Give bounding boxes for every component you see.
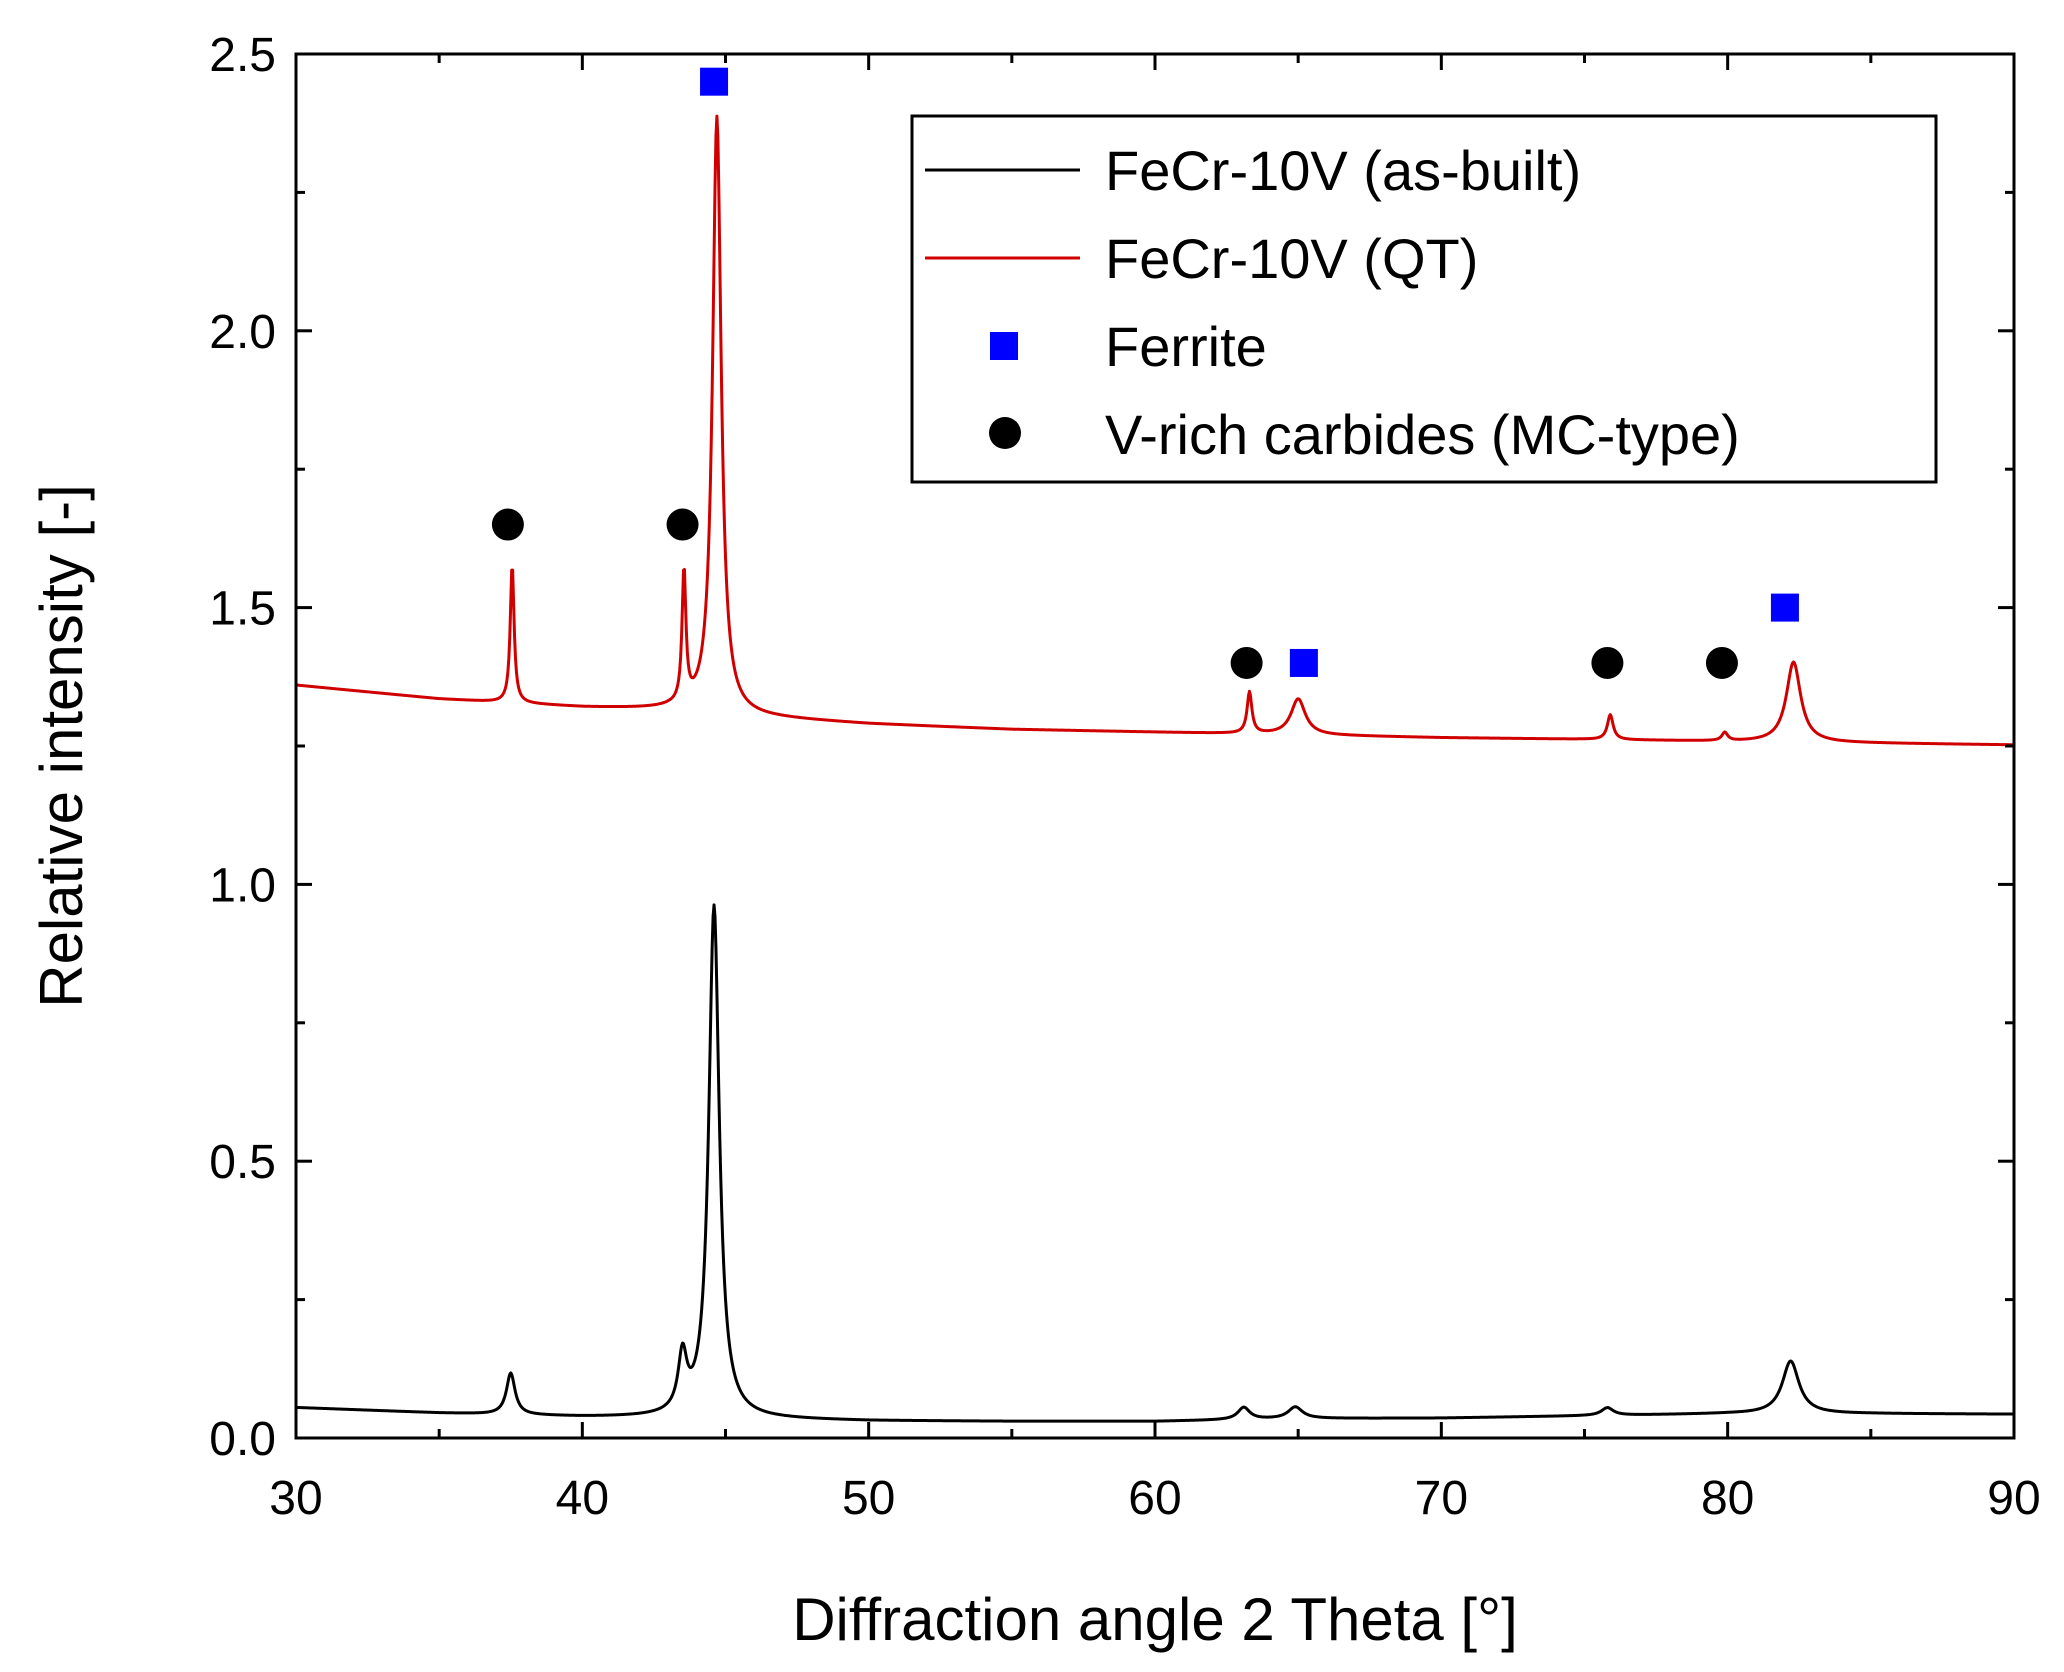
y-tick-label: 2.5 (209, 29, 276, 82)
x-axis-title: Diffraction angle 2 Theta [°] (792, 1586, 1518, 1653)
legend: FeCr-10V (as-built) FeCr-10V (QT) Ferrit… (910, 114, 1938, 484)
legend-label-carbide: V-rich carbides (MC-type) (1105, 403, 1740, 466)
carbide-marker-2 (1230, 646, 1263, 679)
legend-ferrite-icon (990, 332, 1018, 360)
series-line-0 (295, 903, 2015, 1423)
y-tick-label: 2.0 (209, 306, 276, 359)
series-line-1 (295, 114, 2015, 747)
legend-carbide-icon (989, 417, 1021, 449)
y-tick-label: 0.5 (209, 1136, 276, 1189)
x-tick-label: 80 (1701, 1472, 1754, 1525)
legend-label-qt: FeCr-10V (QT) (1105, 227, 1478, 290)
ferrite-marker-1 (1289, 648, 1318, 677)
ferrite-marker-0 (700, 67, 729, 96)
y-tick-label: 1.0 (209, 859, 276, 912)
legend-box (910, 114, 1938, 484)
legend-label-as-built: FeCr-10V (as-built) (1105, 139, 1581, 202)
axis-ticks: 30 40 50 60 70 80 90 0.0 0.5 1.0 1.5 2.0 2.5 (209, 29, 2040, 1525)
x-tick-label: 30 (269, 1472, 322, 1525)
x-tick-label: 90 (1987, 1472, 2040, 1525)
y-tick-label: 0.0 (209, 1413, 276, 1466)
carbide-marker-4 (1705, 646, 1738, 679)
ferrite-marker-2 (1770, 593, 1799, 622)
carbide-marker-3 (1591, 646, 1624, 679)
x-tick-label: 40 (556, 1472, 609, 1525)
legend-label-ferrite: Ferrite (1105, 315, 1267, 378)
carbide-marker-1 (666, 508, 699, 541)
y-axis-title: Relative intensity [-] (28, 484, 95, 1008)
phase-markers (491, 67, 1799, 679)
x-tick-label: 50 (842, 1472, 895, 1525)
x-tick-label: 70 (1415, 1472, 1468, 1525)
carbide-marker-0 (491, 508, 524, 541)
x-tick-label: 60 (1128, 1472, 1181, 1525)
series-layer (295, 114, 2015, 1423)
y-tick-label: 1.5 (209, 583, 276, 636)
